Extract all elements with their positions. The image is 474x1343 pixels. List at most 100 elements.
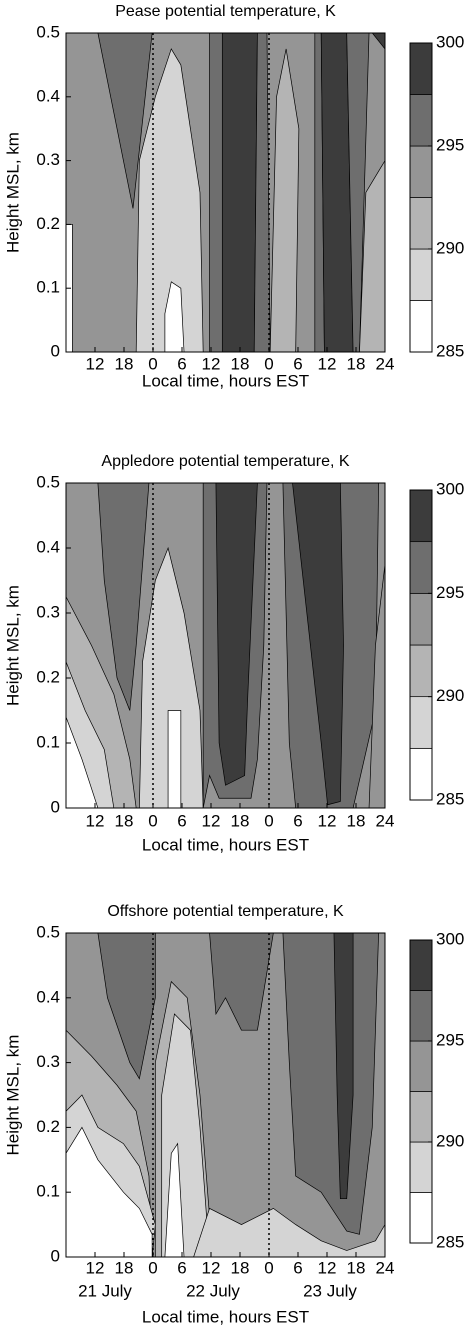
y-tick-label: 0.1	[36, 278, 60, 297]
x-tick-label: 0	[148, 811, 157, 830]
date-label: 22 July	[186, 1281, 240, 1300]
colorbar-band	[409, 489, 433, 543]
y-tick-label: 0.4	[36, 537, 60, 556]
y-axis-label: Height MSL, km	[3, 1035, 22, 1156]
colorbar-tick-label: 290	[436, 238, 464, 257]
x-tick-label: 18	[115, 1258, 134, 1277]
colorbar-frame	[409, 42, 433, 353]
colorbar-band	[409, 42, 433, 95]
colorbar-tick-label: 300	[436, 32, 464, 51]
y-tick-label: 0.1	[36, 732, 60, 751]
y-tick-label: 0.1	[36, 1182, 60, 1201]
date-label: 23 July	[303, 1281, 357, 1300]
x-tick-label: 12	[86, 1258, 105, 1277]
panel: Appledore potential temperature, K 0 0.1 0.…	[3, 453, 464, 854]
x-tick-label: 6	[177, 354, 186, 373]
x-tick-label: 18	[115, 354, 134, 373]
x-tick-label: 12	[86, 811, 105, 830]
y-tick-label: 0.5	[36, 22, 60, 41]
y-tick-label: 0.3	[36, 602, 60, 621]
colorbar-band	[409, 1040, 433, 1092]
colorbar-band	[409, 696, 433, 749]
plot-frame	[65, 932, 386, 1258]
colorbar-tick-label: 295	[436, 1030, 464, 1049]
y-axis-label: Height MSL, km	[3, 585, 22, 706]
colorbar-tick-label: 285	[436, 789, 464, 808]
colorbar-band	[409, 248, 433, 301]
x-tick-label: 18	[231, 811, 250, 830]
x-tick-label: 0	[264, 354, 273, 373]
colorbar-band	[409, 990, 433, 1042]
colorbar-band	[409, 939, 433, 991]
colorbar-tick-label: 295	[436, 135, 464, 154]
y-tick-label: 0.3	[36, 150, 60, 169]
contour-region	[167, 710, 182, 809]
y-tick-label: 0.2	[36, 1117, 60, 1136]
colorbar-band	[409, 94, 433, 147]
panel-title: Offshore potential temperature, K	[107, 903, 344, 920]
x-tick-label: 12	[86, 354, 105, 373]
y-tick-label: 0.5	[36, 472, 60, 491]
x-tick-label: 0	[148, 1258, 157, 1277]
x-tick-label: 6	[293, 811, 302, 830]
colorbar-band	[409, 145, 433, 198]
x-tick-label: 0	[148, 354, 157, 373]
x-tick-label: 18	[347, 354, 366, 373]
x-tick-label: 6	[293, 354, 302, 373]
x-tick-label: 24	[376, 1258, 395, 1277]
colorbar-tick-label: 295	[436, 583, 464, 602]
x-tick-label: 12	[318, 811, 337, 830]
colorbar-band	[409, 592, 433, 646]
y-tick-label: 0.3	[36, 1052, 60, 1071]
contour-region	[139, 546, 204, 809]
colorbar-band	[409, 300, 433, 353]
y-tick-label: 0.2	[36, 214, 60, 233]
y-tick-label: 0.5	[36, 922, 60, 941]
panel-title: Appledore potential temperature, K	[101, 453, 349, 470]
panel-title: Pease potential temperature, K	[115, 3, 336, 20]
x-tick-label: 12	[318, 1258, 337, 1277]
x-tick-label: 0	[264, 811, 273, 830]
colorbar-band	[409, 644, 433, 698]
x-axis-label: Local time, hours EST	[142, 1307, 309, 1326]
x-axis-label: Local time, hours EST	[142, 835, 309, 854]
x-tick-label: 0	[264, 1258, 273, 1277]
y-axis-label: Height MSL, km	[3, 132, 22, 253]
panel: Offshore potential temperature, K 0 0.1 0.2…	[3, 903, 464, 1326]
contour-region	[221, 32, 258, 353]
colorbar-band	[409, 197, 433, 250]
plot-frame	[65, 32, 386, 353]
x-tick-label: 12	[202, 354, 221, 373]
x-tick-label: 12	[202, 811, 221, 830]
colorbar-tick-label: 285	[436, 341, 464, 360]
x-tick-label: 6	[293, 1258, 302, 1277]
contour-region	[253, 32, 271, 353]
colorbar-band	[409, 541, 433, 594]
y-tick-label: 0	[51, 1246, 60, 1265]
panel: Pease potential temperature, K 0 0.1 0.2 0.3…	[3, 3, 464, 390]
y-tick-label: 0.2	[36, 667, 60, 686]
colorbar-band	[409, 747, 433, 801]
colorbar-band	[409, 1091, 433, 1143]
x-tick-label: 18	[231, 354, 250, 373]
colorbar-tick-label: 300	[436, 929, 464, 948]
colorbar-tick-label: 285	[436, 1232, 464, 1251]
x-tick-label: 12	[318, 354, 337, 373]
x-tick-label: 18	[347, 811, 366, 830]
x-tick-label: 18	[231, 1258, 250, 1277]
y-tick-label: 0.4	[36, 86, 60, 105]
y-tick-label: 0	[51, 341, 60, 360]
x-tick-label: 24	[376, 811, 395, 830]
colorbar-frame	[409, 939, 433, 1244]
contour-region	[282, 932, 379, 1235]
x-axis-label: Local time, hours EST	[142, 371, 309, 390]
colorbar-band	[409, 1192, 433, 1244]
date-label: 21 July	[78, 1281, 132, 1300]
x-tick-label: 12	[202, 1258, 221, 1277]
x-tick-label: 6	[177, 1258, 186, 1277]
colorbar-tick-label: 290	[436, 686, 464, 705]
y-tick-label: 0.4	[36, 987, 60, 1006]
colorbar-tick-label: 290	[436, 1131, 464, 1150]
colorbar-band	[409, 1141, 433, 1193]
